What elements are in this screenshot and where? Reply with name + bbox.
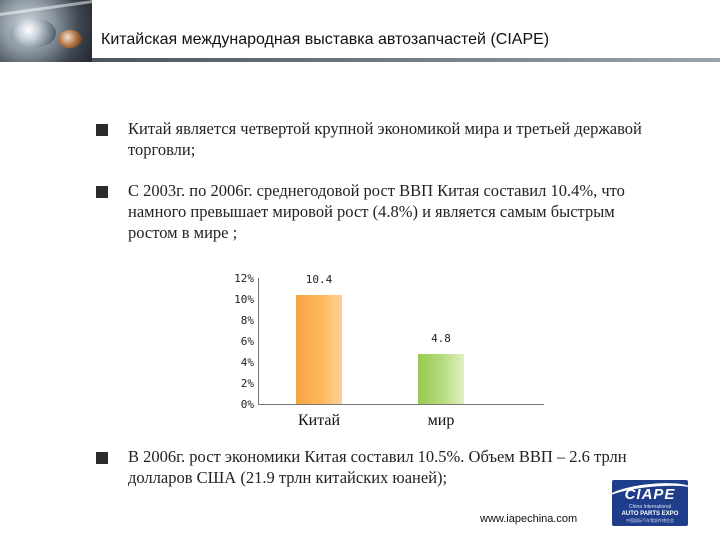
- y-axis: [258, 278, 259, 404]
- y-tick-label: 6%: [240, 335, 254, 348]
- ciape-logo: CIAPE China International AUTO PARTS EXP…: [612, 480, 688, 526]
- bullet-marker-2: [96, 186, 108, 198]
- headlight-lamp: [10, 18, 56, 48]
- bullet-marker-3: [96, 452, 108, 464]
- bullet-marker-1: [96, 124, 108, 136]
- logo-subtitle: China International: [629, 504, 671, 510]
- y-tick-label: 4%: [240, 356, 254, 369]
- y-tick-label: 8%: [240, 314, 254, 327]
- header-photo-reflection: [0, 0, 92, 18]
- data-label-world: 4.8: [431, 332, 451, 345]
- headlight-lamp-secondary: [58, 30, 82, 48]
- category-label-china: Китай: [297, 412, 341, 429]
- logo-expo-name: AUTO PARTS EXPO: [621, 511, 679, 517]
- bullet-text-1: Китай является четвертой крупной экономи…: [128, 119, 642, 159]
- bar-china: [296, 295, 342, 404]
- gdp-growth-bar-chart: 12% 10% 8% 6% 4% 2% 0% 10.4 4.8 Китай ми…: [210, 272, 550, 432]
- logo-brand: CIAPE: [624, 486, 676, 503]
- slide-header: Китайская международная выставка автозап…: [0, 0, 720, 62]
- bullet-text-3: В 2006г. рост экономики Китая составил 1…: [128, 447, 627, 487]
- header-bar: [92, 0, 720, 62]
- y-tick-label: 10%: [234, 293, 254, 306]
- header-headlight-image: [0, 0, 92, 62]
- website-url[interactable]: www.iapechina.com: [480, 513, 578, 525]
- bullet-text-2: С 2003г. по 2006г. среднегодовой рост ВВ…: [128, 181, 625, 242]
- x-axis: [258, 404, 544, 405]
- bar-world: [418, 354, 464, 404]
- header-divider: [92, 58, 720, 62]
- y-tick-label: 12%: [234, 272, 254, 285]
- data-label-china: 10.4: [305, 273, 333, 286]
- slide-title: Китайская международная выставка автозап…: [101, 31, 550, 48]
- logo-chinese-name: 中国国际汽车零部件博览会: [626, 518, 674, 523]
- y-tick-label: 2%: [240, 377, 254, 390]
- y-tick-label: 0%: [240, 398, 254, 411]
- category-label-world: мир: [427, 412, 455, 429]
